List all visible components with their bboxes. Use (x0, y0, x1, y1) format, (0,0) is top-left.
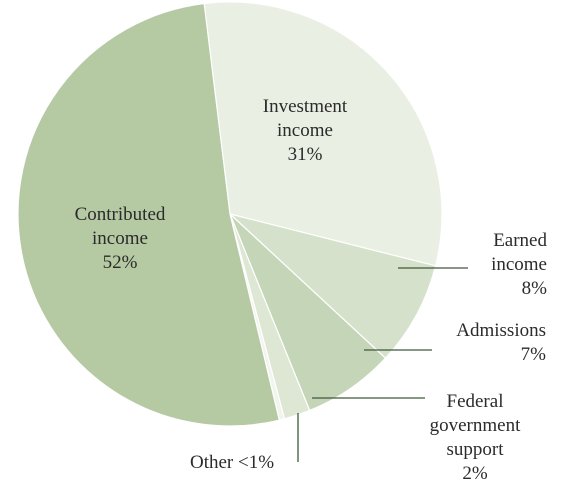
slice-label-other: Other <1% (190, 452, 274, 473)
slice-label-line: income (491, 254, 547, 275)
pie-slices (17, 1, 443, 427)
slice-label-earned: Earned income 8% (491, 230, 547, 299)
slice-label-line: 52% (103, 252, 138, 273)
leader-lines (297, 267, 468, 462)
slice-label-admissions: Admissions 7% (456, 320, 546, 365)
slice-label-line: income (277, 120, 333, 141)
pie-slice-investment (203, 1, 443, 267)
slice-label-line: Investment (263, 96, 348, 117)
slice-label-federal: Federal government support 2% (430, 391, 521, 484)
slice-label-line: Contributed (75, 204, 166, 225)
slice-label-line: government (430, 415, 521, 436)
slice-label-line: income (92, 228, 148, 249)
slice-label-line: support (447, 439, 505, 460)
slice-label-line: Other <1% (190, 452, 274, 473)
slice-labels: Investment income 31% Earned income 8% Admissi… (75, 96, 548, 484)
slice-label-line: 31% (288, 144, 323, 165)
slice-label-line: Federal (447, 391, 504, 412)
slice-label-line: 7% (521, 344, 547, 365)
slice-label-line: Admissions (456, 320, 546, 341)
slice-label-line: 8% (522, 278, 548, 299)
slice-label-contributed: Contributed income 52% (75, 204, 166, 273)
pie-slice-contributed (17, 2, 281, 427)
slice-label-line: Earned (493, 230, 547, 251)
slice-label-line: 2% (462, 463, 488, 484)
slice-label-investment: Investment income 31% (263, 96, 348, 165)
